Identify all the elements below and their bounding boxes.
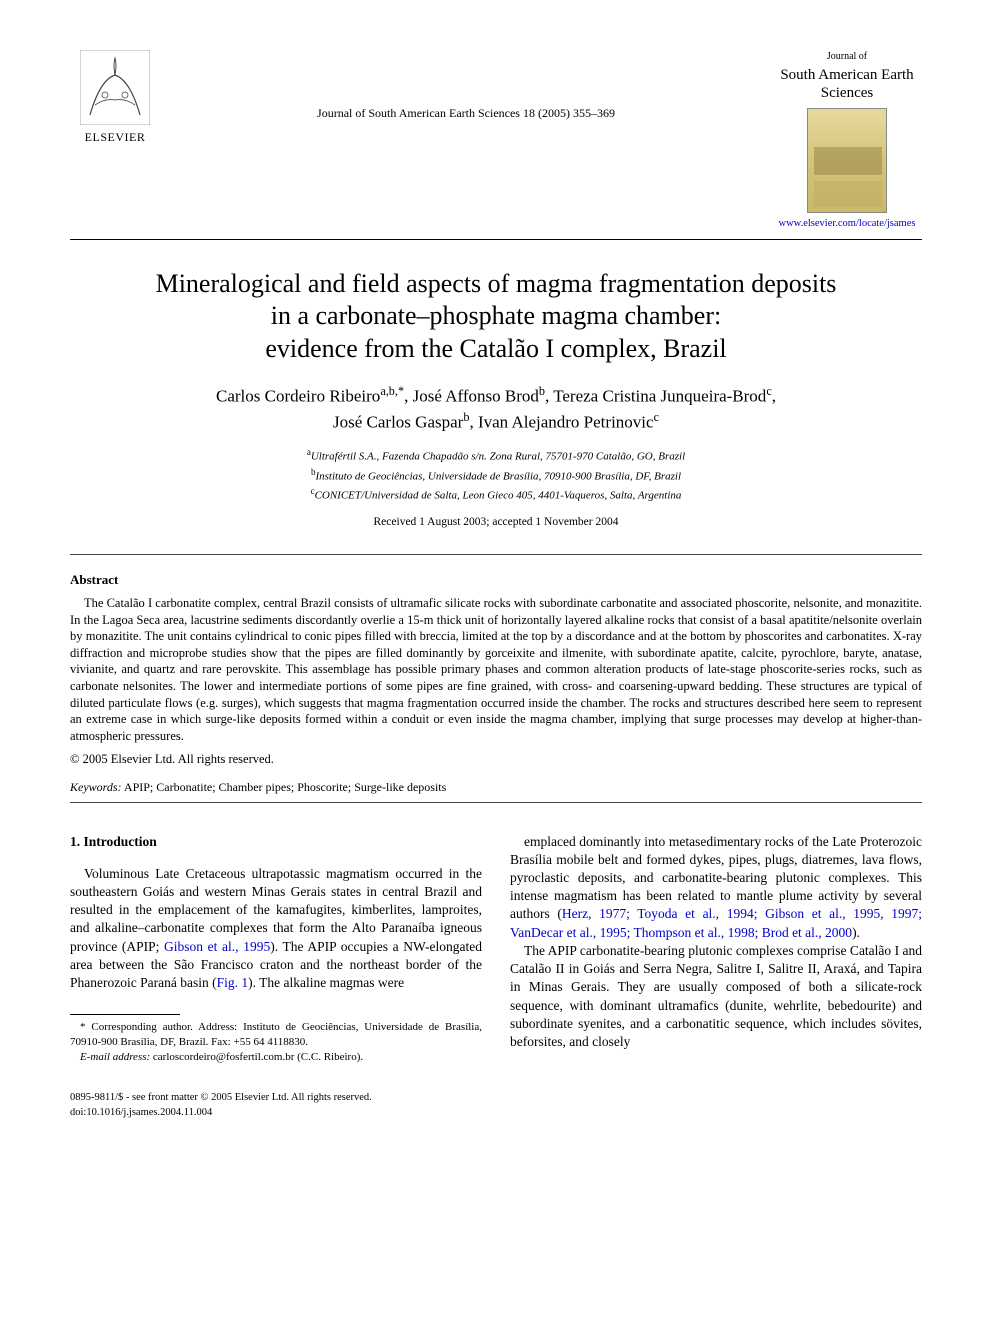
journal-small-label: Journal of [772, 50, 922, 64]
article-dates: Received 1 August 2003; accepted 1 Novem… [70, 515, 922, 531]
author-5-sup: c [654, 410, 659, 424]
keywords-label: Keywords: [70, 780, 122, 794]
footer-issn-line: 0895-9811/$ - see front matter © 2005 El… [70, 1091, 922, 1106]
author-3-sup: c [766, 384, 771, 398]
author-list: Carlos Cordeiro Ribeiroa,b,*, José Affon… [100, 383, 892, 434]
footnote-rule [70, 1014, 180, 1015]
article-title: Mineralogical and field aspects of magma… [100, 268, 892, 366]
affiliation-c: CONICET/Universidad de Salta, Leon Gieco… [315, 490, 682, 502]
author-1: Carlos Cordeiro Ribeiro [216, 387, 380, 406]
intro-paragraph-1: Voluminous Late Cretaceous ultrapotassic… [70, 865, 482, 993]
page-footer: 0895-9811/$ - see front matter © 2005 El… [70, 1091, 922, 1120]
publisher-name: ELSEVIER [85, 129, 146, 145]
email-label: E-mail address: [80, 1051, 150, 1063]
cite-group-plume[interactable]: Herz, 1977; Toyoda et al., 1994; Gibson … [510, 906, 922, 939]
journal-cover-icon [807, 108, 887, 213]
abstract-body: The Catalão I carbonatite complex, centr… [70, 595, 922, 745]
journal-block: Journal of South American Earth Sciences… [772, 50, 922, 231]
affiliation-b: Instituto de Geociências, Universidade d… [315, 470, 681, 482]
page-header: ELSEVIER Journal of South American Earth… [70, 50, 922, 231]
journal-link[interactable]: www.elsevier.com/locate/jsames [772, 217, 922, 231]
fig-1-link[interactable]: Fig. 1 [217, 975, 249, 990]
author-4-sup: b [463, 410, 469, 424]
column-right: emplaced dominantly into metasedimentary… [510, 833, 922, 1065]
affiliations: aUltrafértil S.A., Fazenda Chapadão s/n.… [70, 446, 922, 505]
journal-title: South American Earth Sciences [772, 66, 922, 102]
publisher-block: ELSEVIER [70, 50, 160, 145]
author-1-sup: a,b,* [380, 384, 404, 398]
elsevier-logo-icon [80, 50, 150, 125]
author-5: Ivan Alejandro Petrinovic [478, 412, 654, 431]
abstract-text: The Catalão I carbonatite complex, centr… [70, 595, 922, 745]
footer-doi-line: doi:10.1016/j.jsames.2004.11.004 [70, 1106, 922, 1121]
column-left: 1. Introduction Voluminous Late Cretaceo… [70, 833, 482, 1065]
email-footnote: E-mail address: carloscordeiro@fosfertil… [70, 1050, 482, 1065]
title-line-1: Mineralogical and field aspects of magma… [156, 269, 837, 298]
title-line-2: in a carbonate–phosphate magma chamber: [271, 301, 721, 330]
body-columns: 1. Introduction Voluminous Late Cretaceo… [70, 833, 922, 1065]
author-3: Tereza Cristina Junqueira-Brod [553, 387, 766, 406]
email-address: carloscordeiro@fosfertil.com.br (C.C. Ri… [150, 1051, 363, 1063]
author-4: José Carlos Gaspar [333, 412, 463, 431]
corresponding-author-footnote: * Corresponding author. Address: Institu… [70, 1020, 482, 1050]
abstract-bottom-rule [70, 802, 922, 803]
title-line-3: evidence from the Catalão I complex, Bra… [265, 334, 726, 363]
section-1-heading: 1. Introduction [70, 833, 482, 851]
intro-paragraph-3: The APIP carbonatite-bearing plutonic co… [510, 942, 922, 1051]
intro-paragraph-2: emplaced dominantly into metasedimentary… [510, 833, 922, 942]
author-2-sup: b [539, 384, 545, 398]
abstract-heading: Abstract [70, 571, 922, 589]
keywords-text: APIP; Carbonatite; Chamber pipes; Phosco… [122, 780, 447, 794]
journal-reference: Journal of South American Earth Sciences… [160, 50, 772, 121]
abstract-copyright: © 2005 Elsevier Ltd. All rights reserved… [70, 751, 922, 768]
affiliation-a: Ultrafértil S.A., Fazenda Chapadão s/n. … [311, 451, 685, 463]
keywords: Keywords: APIP; Carbonatite; Chamber pip… [70, 779, 922, 795]
author-2: José Affonso Brod [413, 387, 539, 406]
cite-gibson-1995[interactable]: Gibson et al., 1995 [164, 939, 270, 954]
header-rule [70, 239, 922, 240]
